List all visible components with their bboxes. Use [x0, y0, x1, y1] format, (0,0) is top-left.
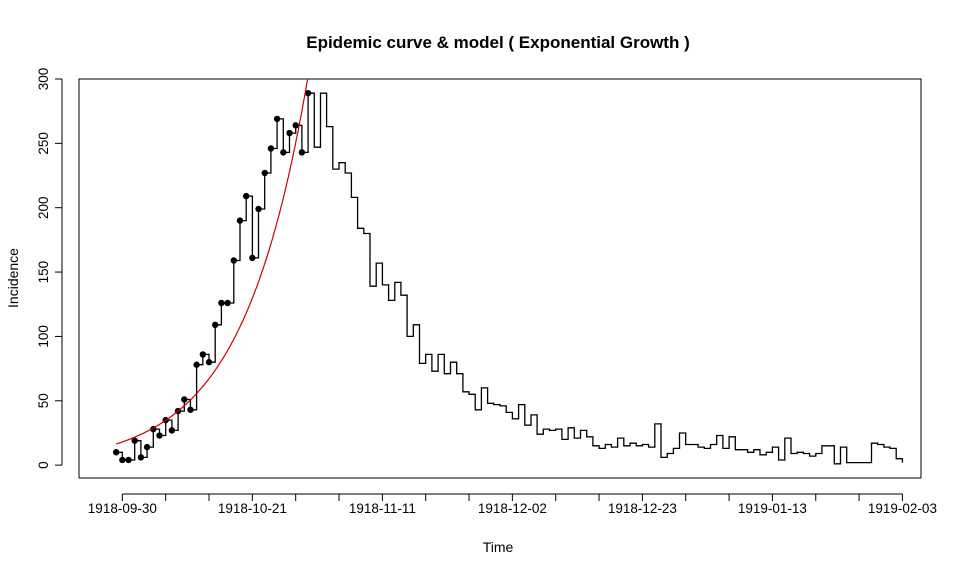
x-tick-label: 1918-12-23 — [608, 501, 677, 516]
data-point — [286, 129, 293, 137]
x-tick-label: 1918-12-02 — [478, 501, 547, 516]
y-tick-label: 200 — [36, 196, 51, 219]
data-point — [273, 115, 281, 123]
y-tick-label: 50 — [36, 393, 51, 408]
data-point — [280, 149, 287, 156]
x-tick-label: 1918-09-30 — [88, 501, 157, 516]
data-point — [131, 437, 138, 444]
data-point — [255, 205, 262, 213]
data-point — [199, 351, 207, 358]
data-point — [143, 443, 151, 451]
data-point — [181, 396, 188, 403]
data-point — [168, 427, 176, 434]
y-axis: 0 50 100 150 200 250 300 — [36, 68, 63, 469]
data-point — [205, 358, 213, 366]
x-tick-label: 1918-10-21 — [218, 501, 287, 516]
data-point — [298, 149, 306, 156]
data-point — [212, 321, 219, 329]
x-tick-label: 1918-11-11 — [349, 501, 416, 516]
x-tick-label: 1919-02-03 — [868, 501, 937, 516]
plot-area — [112, 78, 904, 465]
model-curve — [115, 78, 309, 445]
y-tick-label: 100 — [36, 325, 51, 348]
data-point — [218, 299, 225, 307]
data-point — [224, 299, 231, 307]
data-point — [242, 192, 250, 200]
y-tick-label: 300 — [36, 68, 51, 91]
x-tick-label: 1919-01-13 — [738, 501, 807, 516]
data-point — [230, 257, 237, 264]
data-point — [112, 449, 120, 456]
data-point — [304, 89, 312, 97]
data-point — [137, 454, 145, 461]
data-point — [292, 122, 299, 129]
data-point — [193, 361, 200, 368]
data-point — [236, 217, 244, 224]
data-point — [187, 406, 194, 413]
data-point — [119, 456, 126, 464]
x-axis-label: Time — [483, 539, 514, 555]
data-point — [249, 254, 256, 262]
y-axis-label: Incidence — [5, 248, 21, 308]
incidence-step-line — [116, 92, 904, 465]
y-tick-label: 250 — [36, 132, 51, 155]
y-tick-label: 0 — [36, 461, 51, 469]
x-axis: 1918-09-30 1918-10-21 1918-11-11 1918-12-02… — [88, 493, 937, 516]
y-tick-label: 150 — [36, 261, 51, 284]
data-point — [125, 456, 132, 464]
data-point — [156, 432, 163, 439]
plot-frame — [78, 78, 922, 479]
chart-title: Epidemic curve & model ( Exponential Gro… — [306, 33, 690, 52]
data-point — [261, 169, 268, 177]
data-point — [267, 145, 275, 152]
